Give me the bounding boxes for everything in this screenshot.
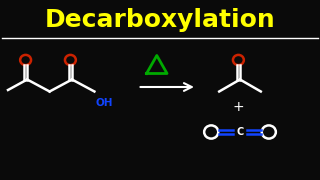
Text: OH: OH (96, 98, 114, 108)
Text: C: C (236, 127, 244, 137)
Text: Decarboxylation: Decarboxylation (44, 8, 276, 32)
Text: +: + (233, 100, 244, 114)
